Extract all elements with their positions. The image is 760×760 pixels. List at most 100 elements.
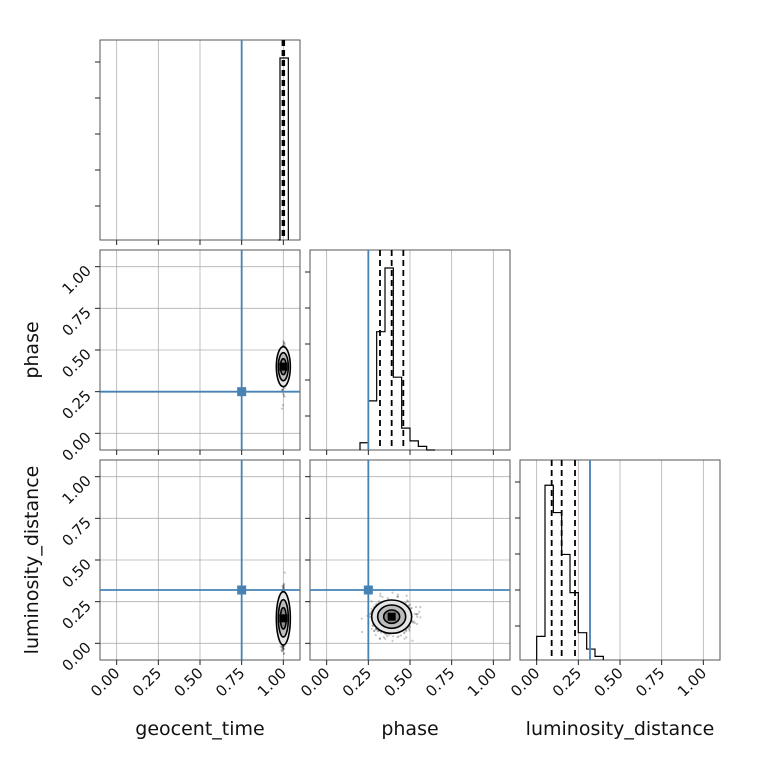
x-tick-label: 0.25 <box>549 664 585 700</box>
sample-point <box>391 591 394 594</box>
sample-point <box>379 631 383 634</box>
sample-point <box>415 613 418 616</box>
sample-point <box>281 388 284 392</box>
sample-point <box>413 621 417 625</box>
sample-point <box>281 388 284 391</box>
sample-point <box>282 583 285 586</box>
sample-point <box>396 595 399 598</box>
sample-point <box>283 584 286 587</box>
sample-point <box>378 637 382 640</box>
sample-point <box>280 648 283 652</box>
sample-point <box>282 394 286 397</box>
y-tick-label: 0.00 <box>58 428 94 464</box>
histogram-geocent_time <box>278 57 289 241</box>
sample-point <box>370 600 373 603</box>
y-tick-label: 1.00 <box>58 262 94 298</box>
sample-point <box>360 617 363 620</box>
sample-point <box>385 633 388 636</box>
marginal-panel-phase <box>305 249 511 455</box>
x-tick-label: 1.00 <box>254 664 290 700</box>
truth-marker <box>363 585 373 595</box>
sample-point <box>283 582 286 586</box>
sample-point <box>413 612 416 615</box>
sample-point <box>416 612 419 616</box>
y-tick-label: 1.00 <box>58 472 94 508</box>
density-peak <box>279 614 288 623</box>
truth-marker <box>237 387 247 397</box>
y-tick-label: 0.50 <box>58 555 94 591</box>
sample-point <box>370 627 373 631</box>
sample-point <box>410 606 413 610</box>
sample-point <box>280 649 283 652</box>
sample-point <box>418 610 421 613</box>
sample-point <box>396 595 400 598</box>
x-tick-label: 0.50 <box>170 664 206 700</box>
x-tick-label: 0.50 <box>380 664 416 700</box>
sample-point <box>282 646 285 649</box>
pair-panel-geocent_time-luminosity_distance: 0.00 0.25 0.50 0.75 1.000.000.250.500.751.00 <box>58 459 301 700</box>
sample-point <box>280 646 284 649</box>
sample-point <box>282 342 285 345</box>
sample-point <box>391 639 394 642</box>
x-tick-label: 0.00 <box>87 664 123 700</box>
y-tick-label: 0.50 <box>58 345 94 381</box>
sample-point <box>282 647 285 650</box>
sample-point <box>396 593 399 596</box>
sample-point <box>411 621 415 624</box>
y-tick-label: 0.25 <box>58 597 94 633</box>
sample-point <box>281 646 284 649</box>
sample-point <box>282 648 285 651</box>
sample-point <box>412 620 415 623</box>
sample-point <box>281 645 284 648</box>
sample-point <box>392 635 395 638</box>
x-tick-label: 0.25 <box>129 664 165 700</box>
grid-lines-2-1 <box>310 460 510 660</box>
sample-point <box>281 404 285 407</box>
x-tick-label: 0.75 <box>632 664 668 700</box>
sample-point <box>386 597 390 600</box>
sample-point <box>370 607 373 610</box>
sample-point <box>405 636 408 639</box>
y-axis-label: luminosity_distance <box>21 466 43 655</box>
x-tick-label: 0.00 <box>507 664 543 700</box>
sample-point <box>374 633 377 637</box>
histogram-luminosity_distance <box>536 484 604 660</box>
sample-point <box>281 650 284 653</box>
sample-point <box>373 629 376 633</box>
sample-point <box>411 639 414 642</box>
sample-point <box>407 600 410 603</box>
sample-point <box>416 615 419 618</box>
sample-point <box>279 645 282 648</box>
sample-point <box>408 625 412 628</box>
pair-panel-geocent_time-phase: 0.00 0.25 0.50 0.75 1.00 <box>58 249 301 465</box>
pair-panel-phase-luminosity_distance: 0.00 0.25 0.50 0.75 1.00 <box>297 459 511 700</box>
sample-point <box>371 624 374 627</box>
y-tick-label: 0.00 <box>58 638 94 674</box>
y-tick-label: 0.75 <box>58 303 94 339</box>
sample-point <box>383 637 387 640</box>
sample-point <box>405 594 408 598</box>
x-tick-label: 0.75 <box>212 664 248 700</box>
sample-point <box>408 603 412 606</box>
sample-point <box>282 652 286 655</box>
x-tick-label: 1.00 <box>464 664 500 700</box>
sample-point <box>282 585 285 588</box>
y-axis-label: phase <box>21 321 43 378</box>
histogram-phase <box>359 267 435 451</box>
x-tick-label: 0.25 <box>339 664 375 700</box>
sample-point <box>283 395 286 398</box>
sample-point <box>379 594 382 598</box>
truth-marker <box>237 585 247 595</box>
sample-point <box>415 613 418 616</box>
sample-point <box>280 388 284 391</box>
sample-point <box>403 631 406 634</box>
sample-point <box>406 599 409 602</box>
sample-point <box>281 585 284 588</box>
sample-point <box>280 645 283 648</box>
sample-point <box>396 636 399 639</box>
sample-point <box>283 571 286 574</box>
sample-point <box>378 637 381 640</box>
x-tick-label: 0.00 <box>297 664 333 700</box>
sample-point <box>415 622 419 626</box>
sample-point <box>405 629 408 632</box>
